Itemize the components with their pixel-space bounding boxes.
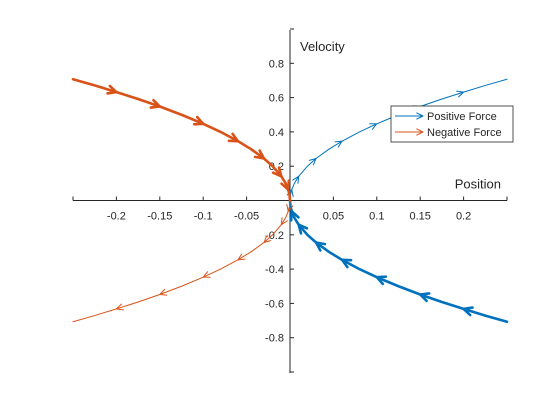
trajectory-arrow — [314, 241, 327, 252]
trajectory-arrow — [308, 157, 317, 166]
trajectory-arrow — [416, 128, 424, 136]
legend-entry: Positive Force — [395, 111, 497, 123]
y-tick-label: -0.8 — [265, 333, 284, 345]
x-axis-label: Position — [455, 177, 501, 192]
axes: -0.2 -0.15 -0.1 -0.05 0.05 0.1 0.15 0.2 -0.8 -0.… — [72, 28, 508, 373]
trajectory-arrow — [375, 275, 388, 286]
trajectory-arrow — [334, 140, 343, 148]
trajectory-arrow — [369, 123, 378, 130]
series-layer — [71, 77, 509, 324]
x-tick-label: -0.2 — [107, 211, 126, 223]
trajectory-arrow — [263, 235, 272, 244]
series-positive-force — [286, 78, 509, 324]
x-tick-label: -0.05 — [234, 211, 259, 223]
trajectory-arrow — [280, 179, 291, 191]
x-tick-label: -0.1 — [194, 211, 213, 223]
trajectory-arrow — [237, 253, 246, 261]
trajectory-arrow — [159, 288, 168, 296]
x-tick-label: -0.15 — [147, 211, 172, 223]
trajectory-line — [71, 77, 292, 202]
y-tick-label: -0.2 — [265, 230, 284, 242]
trajectory-arrow — [418, 292, 431, 303]
trajectory-arrow — [462, 306, 474, 317]
y-tick-label: 0.4 — [269, 127, 284, 139]
y-tick-label: -0.6 — [265, 298, 284, 310]
trajectory-arrow — [106, 84, 118, 95]
legend-label: Negative Force — [427, 127, 502, 139]
x-ticks: -0.2 -0.15 -0.1 -0.05 0.05 0.1 0.15 0.2 — [72, 196, 508, 223]
legend-label: Positive Force — [427, 111, 497, 123]
x-tick-label: 0.1 — [369, 211, 384, 223]
trajectory-arrow — [253, 149, 266, 160]
legend: Positive Force Negative Force — [390, 105, 514, 143]
trajectory-arrow — [202, 271, 211, 278]
trajectory-arrow — [149, 98, 162, 109]
trajectory-arrow — [297, 223, 309, 235]
trajectory-arrow — [292, 175, 300, 184]
y-tick-label: 0.8 — [269, 58, 284, 70]
y-ticks: -0.8-0.6-0.4-0.20.20.40.60.8 — [265, 28, 294, 373]
trajectory-arrow — [271, 166, 283, 178]
trajectory-arrow — [289, 210, 300, 222]
trajectory-arrow — [227, 132, 240, 143]
trajectory-arrow — [115, 303, 124, 311]
series-negative-force — [71, 77, 294, 323]
x-tick-label: 0.2 — [456, 211, 471, 223]
trajectory-arrow — [280, 217, 288, 226]
legend-entry: Negative Force — [395, 127, 502, 139]
legend-box — [390, 105, 514, 143]
x-tick-label: 0.15 — [409, 211, 430, 223]
trajectory-arrow — [192, 115, 205, 126]
y-axis-label: Velocity — [300, 39, 345, 54]
trajectory-arrow — [416, 112, 424, 120]
x-tick-label: 0.05 — [323, 211, 344, 223]
trajectory-arrow — [340, 258, 353, 269]
y-tick-label: -0.4 — [265, 264, 284, 276]
y-tick-label: 0.6 — [269, 93, 284, 105]
trajectory-arrow — [286, 203, 294, 212]
legend-entries: Positive Force Negative Force — [395, 111, 502, 139]
trajectory-arrow — [456, 90, 465, 98]
